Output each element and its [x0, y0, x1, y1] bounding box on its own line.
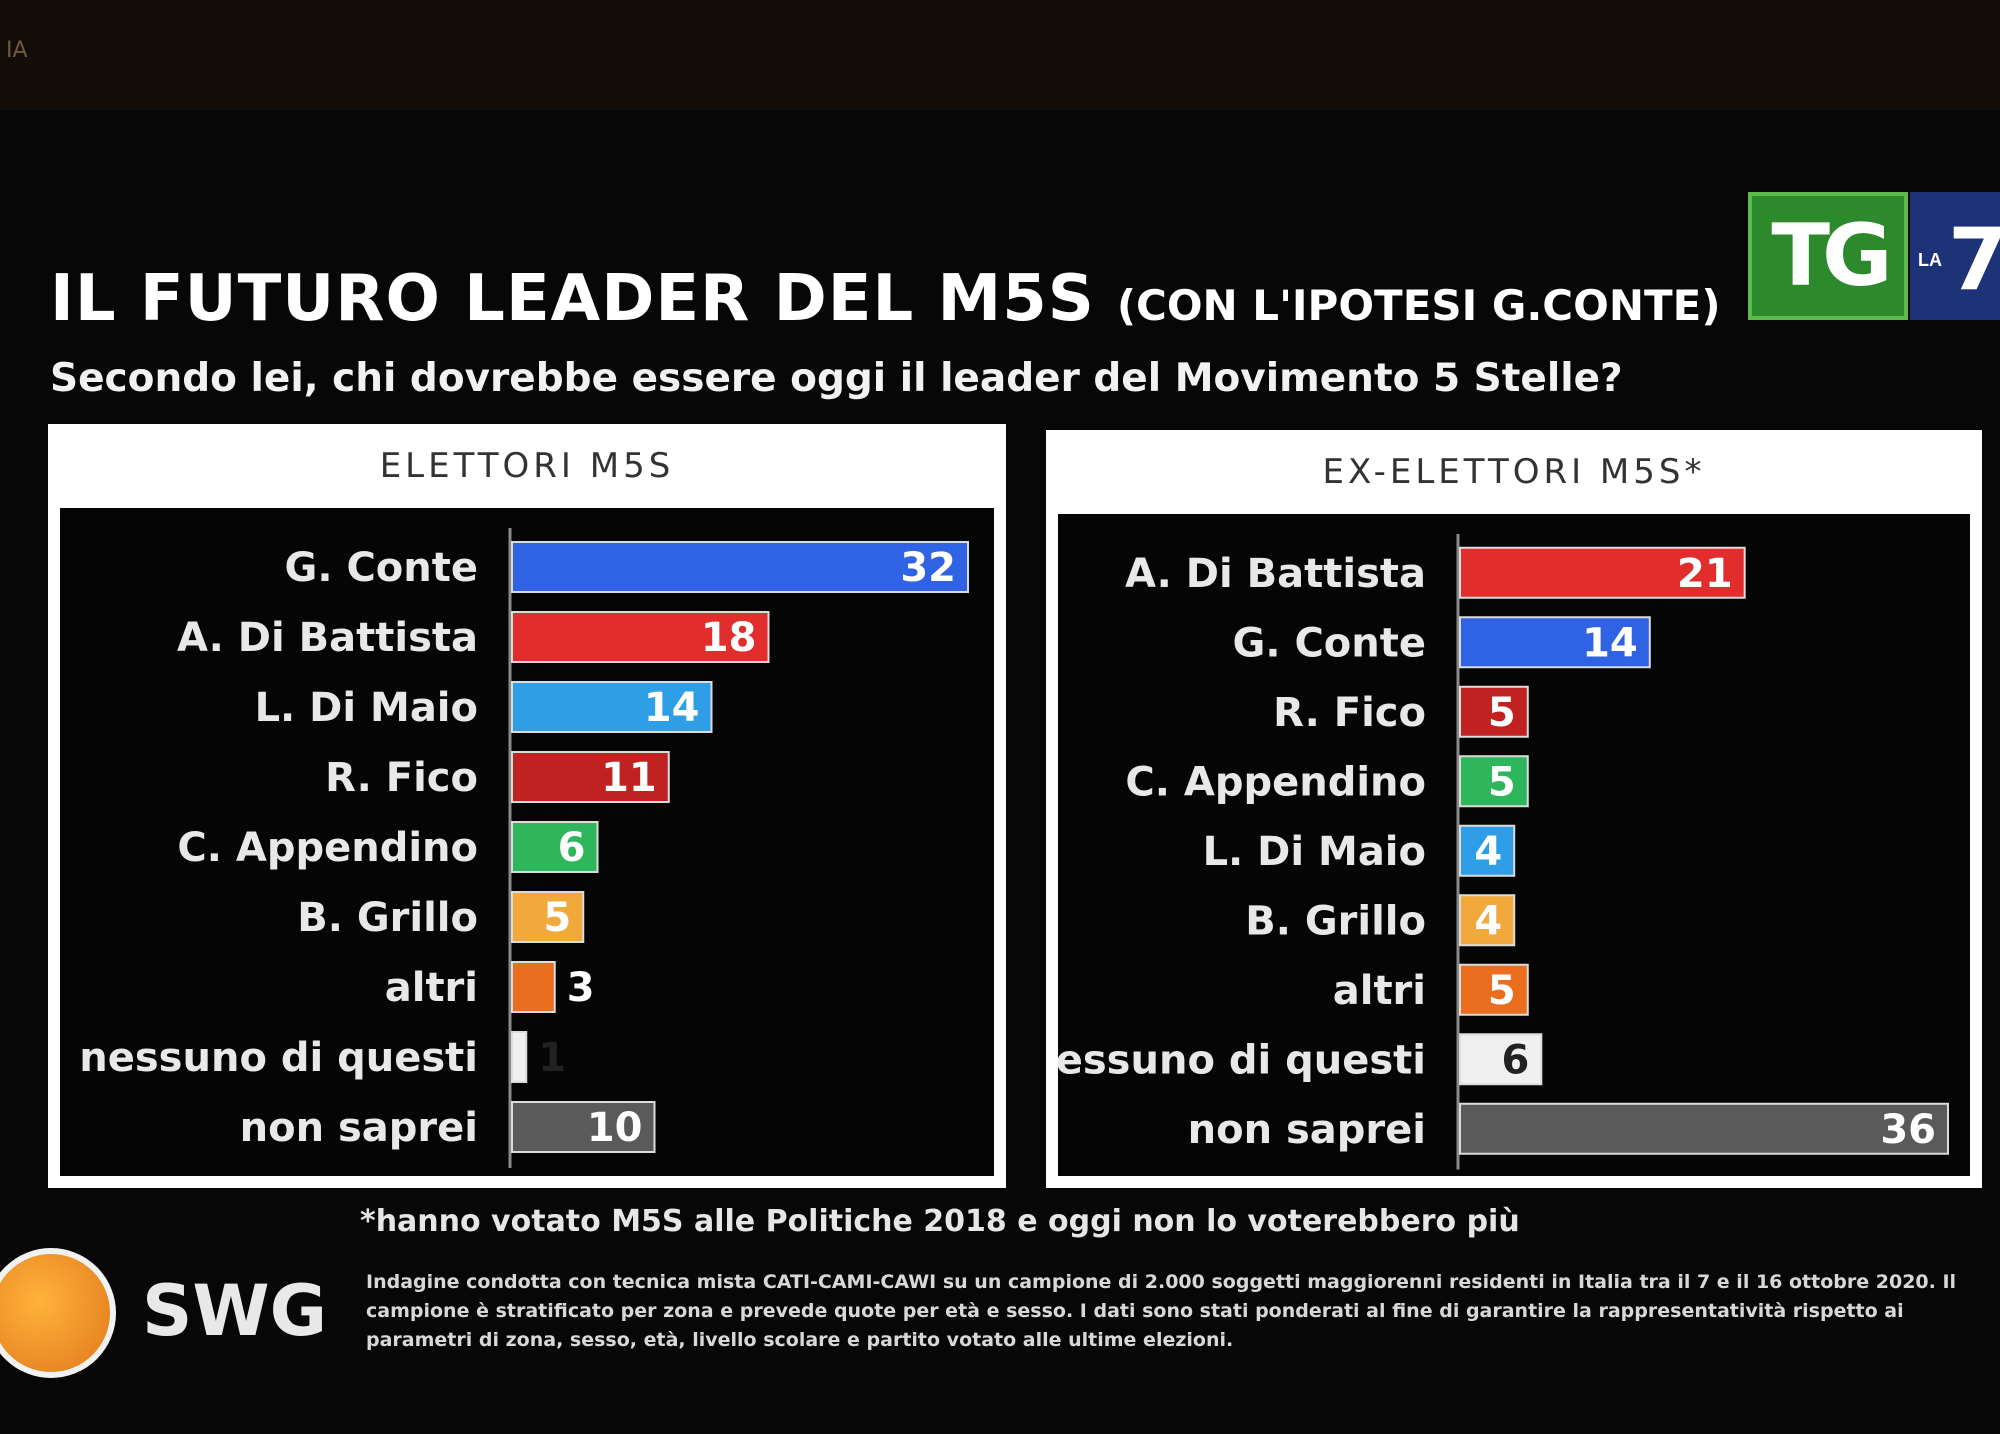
- la7-logo-la: LA: [1918, 250, 1942, 270]
- bar-g-conte: [511, 541, 969, 593]
- category-label-r-fico: R. Fico: [325, 755, 478, 801]
- bar-b-grillo: [1459, 894, 1516, 947]
- value-label-g-conte: 14: [1582, 620, 1638, 666]
- category-label-l-di-maio: L. Di Maio: [1203, 829, 1426, 875]
- category-label-b-grillo: B. Grillo: [297, 895, 478, 941]
- chart-title-suffix: (CON L'IPOTESI G.CONTE): [1116, 281, 1721, 330]
- bar-r-fico: [1459, 685, 1529, 738]
- footnote: *hanno votato M5S alle Politiche 2018 e …: [360, 1204, 1520, 1239]
- panel-elettori: ELETTORI M5S G. Conte 32 A. Di Battista 18 L…: [48, 424, 1006, 1188]
- value-label-altri: 5: [1488, 968, 1516, 1014]
- category-label-nessuno-di-questi: nessuno di questi: [1058, 1037, 1426, 1083]
- panel-body-elettori: G. Conte 32 A. Di Battista 18 L. Di Maio 14 R.…: [60, 508, 994, 1176]
- top-band: [0, 0, 2000, 110]
- tg-la7-logo: TG LA 7: [1748, 192, 2000, 320]
- bar-l-di-maio: [511, 681, 713, 733]
- bar-g-conte: [1459, 616, 1651, 669]
- bar-chart-elettori: G. Conte 32 A. Di Battista 18 L. Di Maio 14 R.…: [79, 528, 969, 1168]
- methodology-note: Indagine condotta con tecnica mista CATI…: [366, 1271, 1957, 1351]
- channel-label: IA: [6, 38, 28, 63]
- bar-a-di-battista: [1459, 546, 1746, 599]
- value-label-r-fico: 5: [1488, 690, 1516, 736]
- chart-subtitle: Secondo lei, chi dovrebbe essere oggi il…: [50, 356, 1623, 401]
- bar-b-grillo: [511, 891, 585, 943]
- bar-a-di-battista: [511, 611, 770, 663]
- category-label-r-fico: R. Fico: [1273, 690, 1426, 736]
- bar-nessuno-di-questi: [511, 1031, 528, 1083]
- bar-c-appendino: [1459, 755, 1529, 808]
- bar-altri: [1459, 963, 1529, 1016]
- value-label-nessuno-di-questi: 1: [538, 1035, 566, 1081]
- value-label-c-appendino: 6: [558, 825, 586, 871]
- category-label-altri: altri: [385, 965, 478, 1011]
- panel-title-elettori: ELETTORI M5S: [379, 446, 675, 486]
- value-label-non-saprei: 10: [587, 1105, 643, 1151]
- bar-non-saprei: [511, 1101, 656, 1153]
- bar-nessuno-di-questi: [1459, 1033, 1543, 1086]
- category-label-b-grillo: B. Grillo: [1245, 898, 1426, 944]
- value-label-non-saprei: 36: [1880, 1107, 1936, 1153]
- value-label-a-di-battista: 18: [701, 615, 757, 661]
- swg-globe-icon: [0, 1248, 116, 1378]
- bar-non-saprei: [1459, 1102, 1949, 1155]
- bar-c-appendino: [511, 821, 599, 873]
- swg-logo-text: SWG: [142, 1270, 328, 1352]
- panel-ex-elettori: EX-ELETTORI M5S* A. Di Battista 21 G. Cont…: [1046, 430, 1982, 1188]
- panel-body-ex-elettori: A. Di Battista 21 G. Conte 14 R. Fico 5 C. App…: [1058, 514, 1970, 1176]
- title-row: IL FUTURO LEADER DEL M5S (CON L'IPOTESI G…: [50, 262, 1721, 336]
- bar-r-fico: [511, 751, 670, 803]
- value-label-c-appendino: 5: [1488, 759, 1516, 805]
- la7-logo-seven: 7: [1948, 210, 2000, 310]
- category-label-c-appendino: C. Appendino: [1125, 759, 1426, 805]
- category-label-nessuno-di-questi: nessuno di questi: [79, 1035, 478, 1081]
- category-label-altri: altri: [1333, 968, 1426, 1014]
- category-label-c-appendino: C. Appendino: [177, 825, 478, 871]
- bar-chart-ex-elettori: A. Di Battista 21 G. Conte 14 R. Fico 5 C. App…: [1058, 534, 1949, 1170]
- value-label-nessuno-di-questi: 6: [1501, 1037, 1529, 1083]
- category-label-non-saprei: non saprei: [240, 1105, 478, 1151]
- category-label-l-di-maio: L. Di Maio: [255, 685, 478, 731]
- value-label-l-di-maio: 4: [1474, 829, 1502, 875]
- value-label-r-fico: 11: [601, 755, 657, 801]
- value-label-a-di-battista: 21: [1677, 551, 1733, 597]
- category-label-a-di-battista: A. Di Battista: [1125, 551, 1426, 597]
- value-label-b-grillo: 4: [1474, 898, 1502, 944]
- chart-title: IL FUTURO LEADER DEL M5S: [50, 262, 1095, 336]
- category-label-g-conte: G. Conte: [284, 545, 478, 591]
- bar-l-di-maio: [1459, 824, 1516, 877]
- category-label-g-conte: G. Conte: [1232, 620, 1426, 666]
- value-label-altri: 3: [567, 965, 595, 1011]
- bar-altri: [511, 961, 556, 1013]
- category-label-a-di-battista: A. Di Battista: [177, 615, 478, 661]
- value-label-b-grillo: 5: [543, 895, 571, 941]
- panel-title-ex-elettori: EX-ELETTORI M5S*: [1322, 452, 1706, 492]
- value-label-g-conte: 32: [900, 545, 956, 591]
- tg-logo-text: TG: [1748, 192, 1908, 320]
- swg-logo: SWG: [0, 1240, 330, 1390]
- value-label-l-di-maio: 14: [644, 685, 700, 731]
- category-label-non-saprei: non saprei: [1188, 1107, 1426, 1153]
- la7-logo: LA 7: [1910, 192, 2000, 320]
